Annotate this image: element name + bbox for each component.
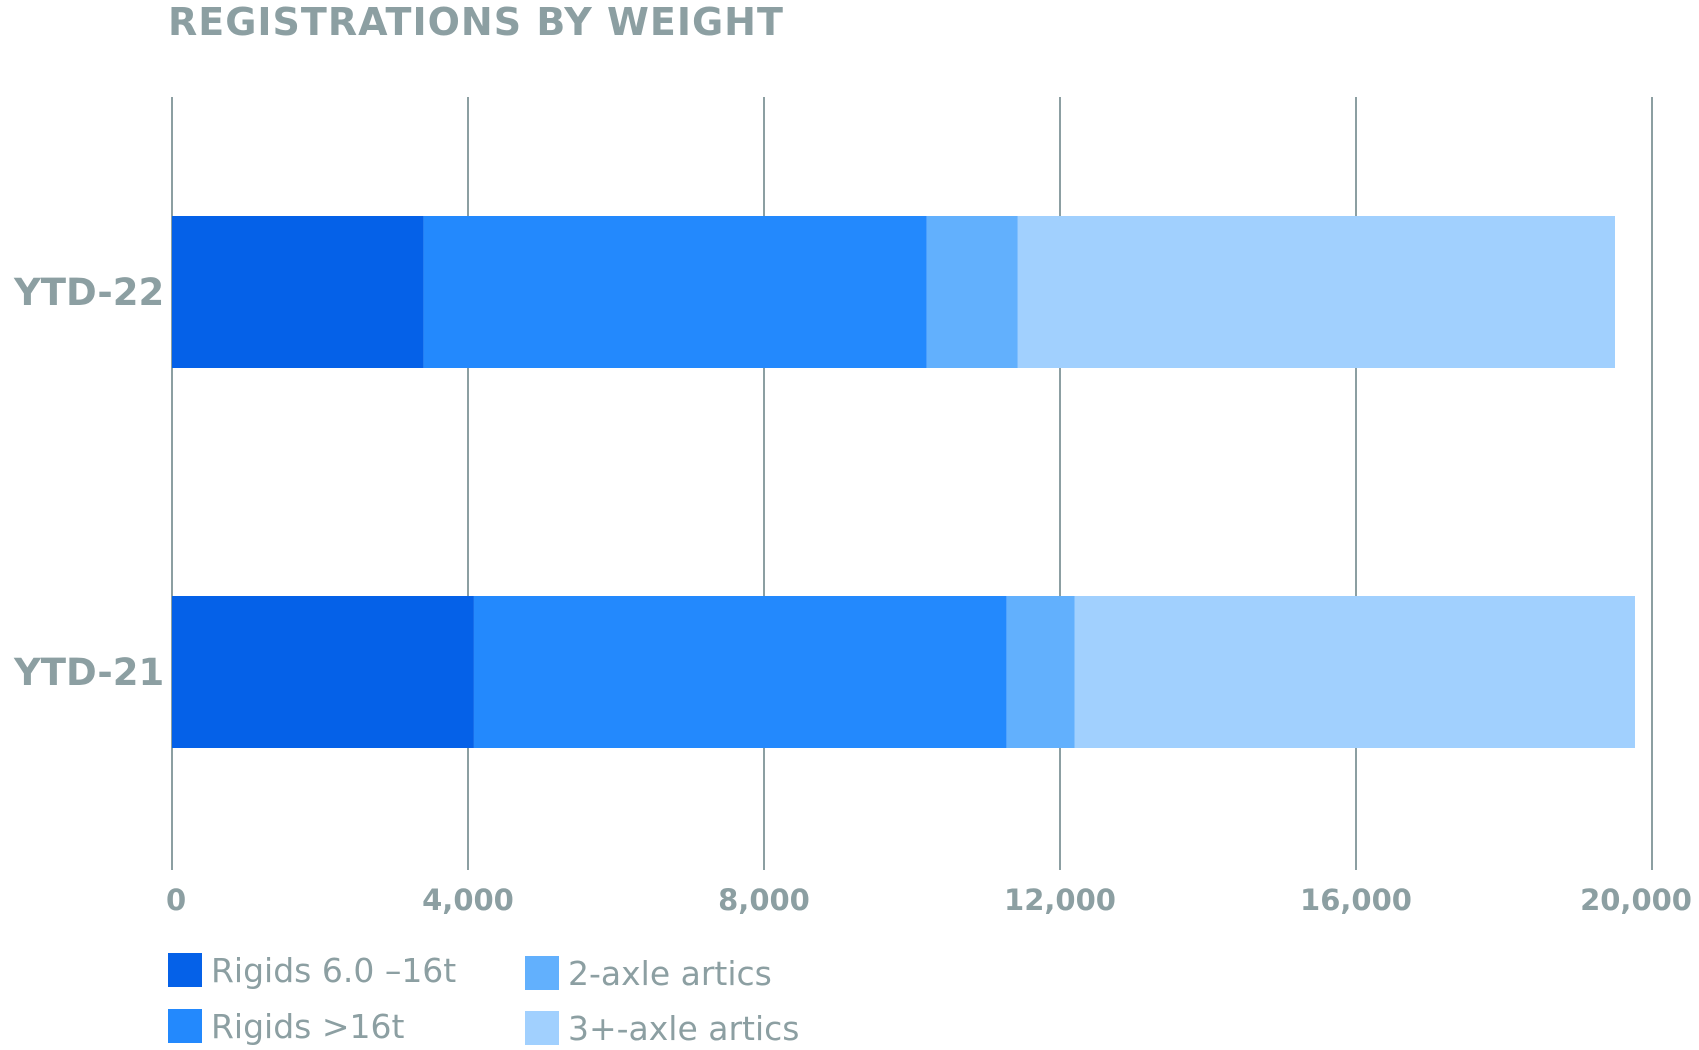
bars — [172, 216, 1635, 748]
legend: Rigids 6.0 –16t 2-axle artics Rigids >16… — [168, 945, 868, 1050]
bar-segment — [423, 216, 927, 368]
x-tick-label: 16,000 — [1300, 883, 1412, 917]
x-tick-label: 4,000 — [422, 883, 514, 917]
legend-swatch — [168, 1009, 202, 1043]
legend-item-rigids-6-16t: Rigids 6.0 –16t — [168, 950, 456, 990]
x-tick-label: 8,000 — [718, 883, 810, 917]
x-tick-label: 12,000 — [1004, 883, 1116, 917]
bar-segment — [172, 596, 474, 748]
bar-segment — [1074, 596, 1635, 748]
legend-item-rigids-over-16t: Rigids >16t — [168, 1006, 404, 1046]
gridlines — [171, 97, 1653, 870]
legend-label: Rigids 6.0 –16t — [211, 950, 457, 990]
legend-swatch — [525, 1011, 559, 1045]
x-axis-ticks: 0 4,000 8,000 12,000 16,000 20,000 — [166, 883, 1692, 917]
y-axis-categories: YTD-22 YTD-21 — [13, 271, 164, 694]
category-label: YTD-21 — [13, 651, 164, 694]
bar-segment — [926, 216, 1018, 368]
legend-label: 3+-axle artics — [568, 1008, 800, 1048]
x-tick-label: 0 — [166, 883, 186, 917]
legend-item-2-axle-artics: 2-axle artics — [525, 953, 772, 993]
bar-segment — [1006, 596, 1075, 748]
legend-label: Rigids >16t — [211, 1006, 405, 1046]
legend-swatch — [168, 953, 202, 987]
legend-item-3-plus-axle-artics: 3+-axle artics — [525, 1008, 800, 1048]
bar-segment — [1017, 216, 1615, 368]
category-label: YTD-22 — [13, 271, 164, 314]
x-tick-label: 20,000 — [1580, 883, 1692, 917]
bar-segment — [473, 596, 1007, 748]
legend-swatch — [525, 956, 559, 990]
chart-title: REGISTRATIONS BY WEIGHT — [168, 0, 784, 44]
bar-segment — [172, 216, 424, 368]
legend-label: 2-axle artics — [568, 953, 772, 993]
